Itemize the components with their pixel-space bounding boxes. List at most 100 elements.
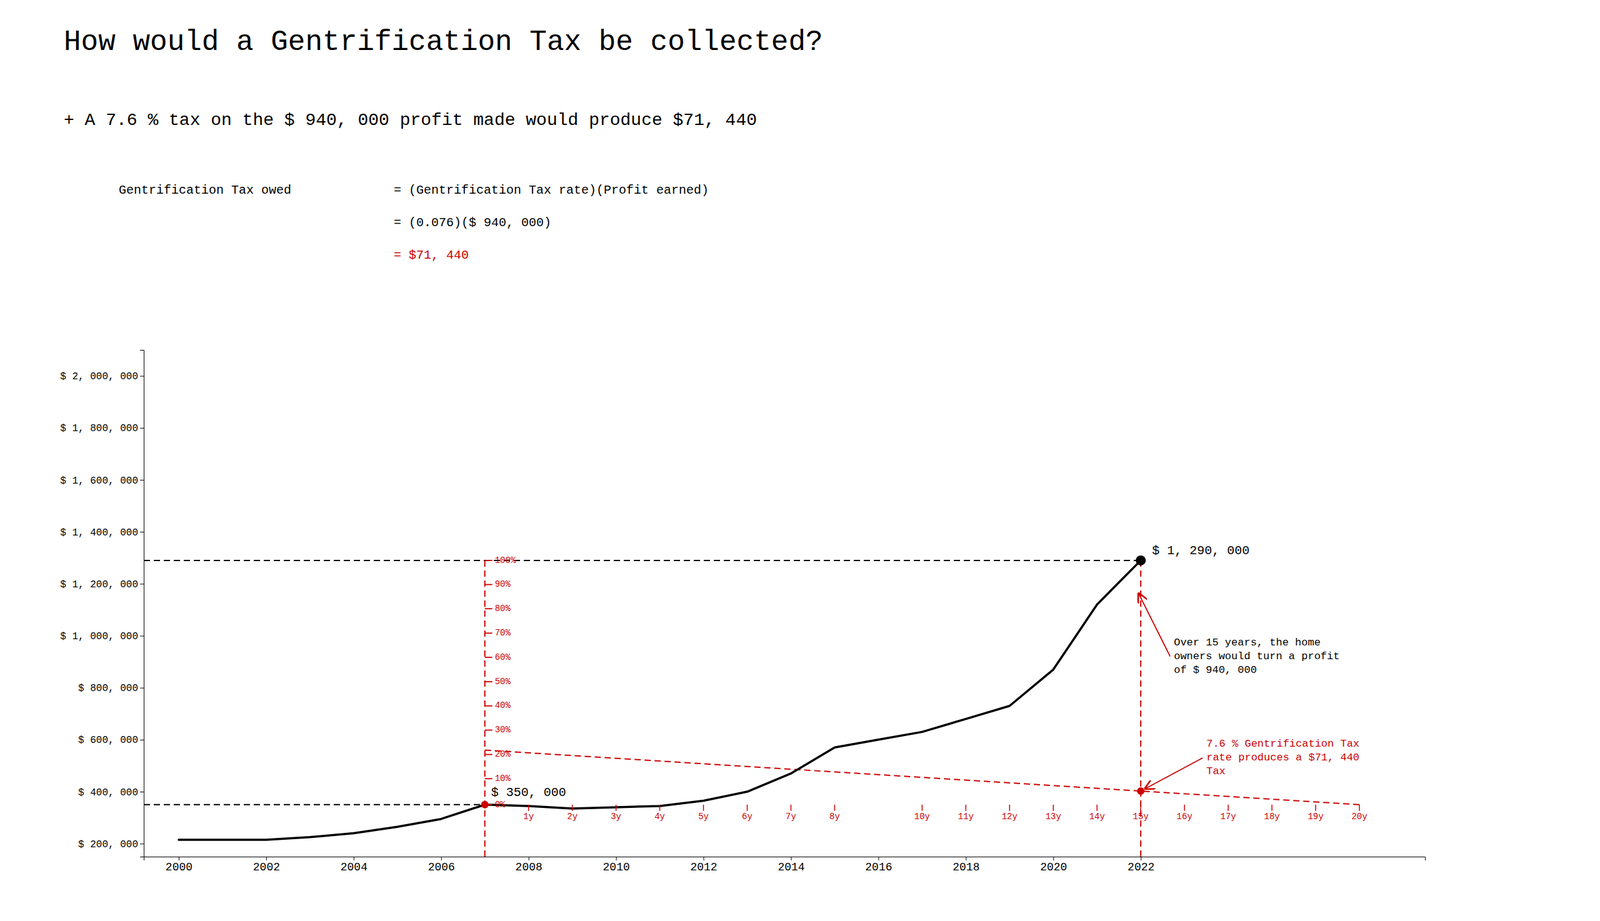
annotation: Over 15 years, the home (1173, 636, 1321, 649)
year-tick (615, 805, 617, 812)
pct-label: 70% (495, 628, 512, 639)
pct-label: 90% (495, 579, 512, 590)
year-label: 10y (914, 811, 930, 822)
pct-label: 100% (495, 555, 517, 566)
y-tick-label: $ 1, 000, 000 (60, 631, 139, 643)
x-tick: 2020 (1040, 856, 1067, 874)
annotation: owners would turn a profit (1173, 650, 1340, 663)
year-tick (1227, 805, 1229, 812)
year-label: 11y (958, 811, 974, 822)
y-tick-mark (140, 531, 144, 533)
x-tick-label: 2010 (603, 861, 630, 874)
year-tick (1315, 805, 1317, 812)
y-tick-mark (140, 583, 144, 585)
x-tick: 2000 (165, 856, 193, 874)
x-tick: 2008 (515, 856, 543, 874)
pct-label: 60% (495, 652, 512, 663)
home-value-line (178, 560, 1141, 840)
x-tick-label: 2008 (515, 861, 543, 874)
year-label: 19y (1307, 811, 1324, 822)
year-tick (746, 805, 749, 812)
x-tick: 2002 (253, 856, 280, 874)
purchase-price-label: $ 350, 000 (491, 785, 567, 800)
year-label: 7y (785, 811, 797, 822)
year-label: 12y (1001, 811, 1018, 822)
x-tick-label: 2016 (865, 861, 892, 874)
title: How would a Gentrification Tax be collec… (63, 26, 824, 59)
y-tick: $ 200, 000 (78, 839, 144, 851)
y-tick-label: $ 1, 600, 000 (60, 475, 139, 487)
y-tick-mark (140, 688, 144, 689)
y-tick-mark (140, 843, 144, 845)
x-tick-label: 2012 (690, 861, 717, 874)
year-tick (1271, 805, 1273, 812)
y-tick-mark (140, 428, 144, 429)
x-tick-mark (878, 856, 879, 861)
subtitle: + A 7.6 % tax on the $ 940, 000 profit m… (63, 110, 757, 130)
y-tick: $ 1, 000, 000 (60, 631, 144, 643)
pct-label: 20% (495, 749, 512, 760)
y-axis-line (140, 350, 145, 858)
sale-dot (1135, 555, 1146, 566)
annotation-arrow (1138, 593, 1170, 657)
y-tick: $ 1, 200, 000 (60, 579, 144, 591)
pct-label: 30% (495, 725, 512, 735)
x-tick-mark (353, 856, 355, 861)
annotation: 7.6 % Gentrification Tax (1206, 738, 1360, 750)
x-tick-label: 2004 (340, 861, 368, 874)
x-tick-label: 2018 (952, 861, 980, 874)
x-tick-mark (1140, 856, 1142, 861)
x-tick-mark (703, 856, 705, 861)
year-tick (1140, 805, 1142, 812)
tax-dot (1136, 787, 1145, 795)
x-tick-label: 2006 (428, 861, 455, 874)
year-tick (965, 805, 967, 812)
purchase-dot (481, 801, 489, 809)
purchase-price-line (143, 804, 485, 806)
year-tick (834, 805, 836, 812)
year-tick (1096, 805, 1099, 812)
annotation: rate produces a $71, 440 (1206, 751, 1360, 764)
y-tick: $ 1, 400, 000 (60, 527, 144, 539)
x-tick-mark (965, 856, 967, 861)
formula-line: = (Gentrification Tax rate)(Profit earne… (393, 183, 709, 198)
y-tick: $ 800, 000 (78, 683, 144, 695)
year-tick (1358, 805, 1360, 812)
x-tick: 2012 (690, 856, 717, 874)
pct-tick (485, 681, 493, 683)
y-tick-mark (140, 480, 144, 481)
year-tick (1053, 805, 1055, 812)
pct-tick (485, 584, 493, 586)
x-tick: 2016 (865, 856, 892, 874)
year-label: 17y (1220, 811, 1237, 822)
y-tick-label: $ 1, 400, 000 (60, 527, 139, 539)
year-tick (921, 805, 924, 812)
pct-label: 40% (495, 700, 512, 711)
x-tick: 2010 (603, 856, 630, 874)
purchase-year-line (484, 560, 486, 857)
y-tick-label: $ 1, 200, 000 (60, 579, 139, 591)
year-tick (1183, 805, 1185, 812)
year-label: 5y (698, 811, 709, 822)
year-label: 2y (566, 811, 578, 822)
x-tick-mark (616, 856, 617, 861)
year-label: 8y (829, 811, 840, 822)
pct-tick (485, 632, 493, 634)
x-tick-mark (178, 856, 180, 861)
y-tick-mark (140, 740, 144, 741)
pct-label: 80% (495, 603, 512, 614)
year-tick (528, 805, 530, 812)
x-tick-mark (790, 856, 792, 861)
x-tick: 2022 (1127, 856, 1155, 874)
x-axis-line (144, 857, 1426, 862)
x-tick-label: 2002 (253, 861, 280, 874)
y-tick: $ 400, 000 (78, 787, 144, 799)
year-label: 18y (1264, 811, 1280, 822)
x-tick-mark (1053, 856, 1054, 861)
y-tick-label: $ 800, 000 (78, 683, 139, 695)
year-tick (790, 805, 792, 812)
annotation-arrow (1145, 758, 1203, 789)
pct-label: 0% (495, 800, 506, 810)
pct-label: 10% (495, 773, 512, 784)
labels: 100%90%80%70%60%50%40%30%20%10%0%1y2y3y4… (491, 543, 1368, 823)
